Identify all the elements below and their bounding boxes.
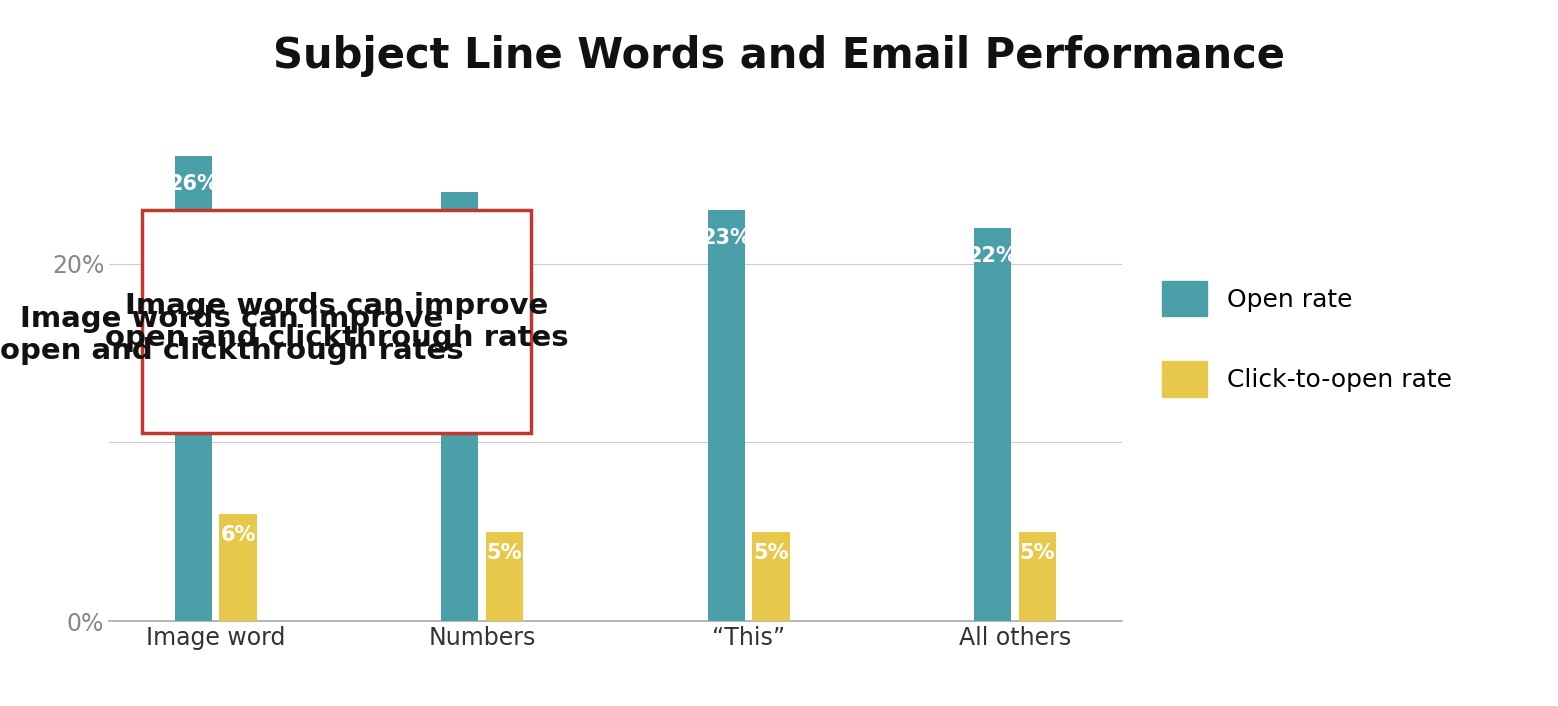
Text: 24%: 24%	[435, 210, 485, 230]
Text: Image words can improve
open and clickthrough rates: Image words can improve open and clickth…	[104, 292, 569, 352]
Bar	[707, 210, 745, 621]
Bar	[486, 532, 523, 621]
Bar	[142, 210, 531, 433]
Text: Image words can improve
open and clickthrough rates: Image words can improve open and clickth…	[0, 305, 463, 365]
Bar	[1019, 532, 1056, 621]
Text: 23%: 23%	[701, 228, 751, 248]
Bar	[220, 514, 257, 621]
Bar	[974, 228, 1011, 621]
Text: 6%: 6%	[220, 525, 256, 545]
Text: 5%: 5%	[754, 543, 788, 563]
Bar	[174, 156, 212, 621]
Bar	[441, 192, 478, 621]
Text: Subject Line Words and Email Performance: Subject Line Words and Email Performance	[273, 35, 1285, 77]
Text: 5%: 5%	[486, 543, 522, 563]
Text: 22%: 22%	[968, 246, 1017, 265]
Bar	[753, 532, 790, 621]
Text: 26%: 26%	[168, 174, 218, 194]
Legend: Open rate, Click-to-open rate: Open rate, Click-to-open rate	[1150, 268, 1465, 409]
Text: 5%: 5%	[1020, 543, 1055, 563]
